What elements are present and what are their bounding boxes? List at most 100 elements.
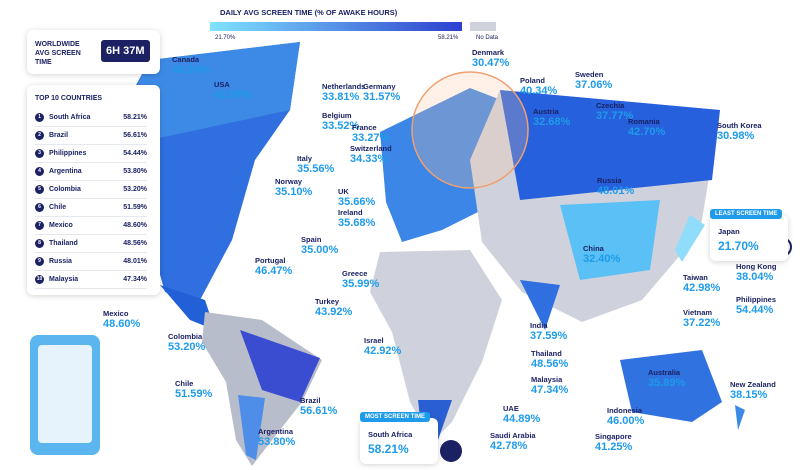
country-value: 48.60% bbox=[103, 318, 141, 330]
legend-no-data-label: No Data bbox=[476, 35, 499, 41]
country-value: 32.40% bbox=[583, 253, 621, 265]
country-label: Czechia 37.77% bbox=[596, 101, 633, 122]
country-value: 42.58% bbox=[214, 89, 252, 101]
country-name: Austria bbox=[533, 107, 559, 116]
country-label: UAE 44.89% bbox=[503, 404, 540, 425]
country-label: Italy 35.56% bbox=[297, 154, 334, 175]
country-label: Vietnam 37.22% bbox=[683, 308, 720, 329]
top-countries-panel: TOP 10 COUNTRIES 1 South Africa 58.21% 2 Bra… bbox=[27, 85, 160, 295]
country-name: Switzerland bbox=[350, 144, 392, 153]
stopwatch-icon bbox=[440, 440, 462, 462]
country-value: 47.34% bbox=[123, 276, 147, 283]
country-name: Canada bbox=[172, 55, 200, 64]
country-value: 35.68% bbox=[338, 217, 376, 229]
country-value: 37.59% bbox=[530, 330, 568, 342]
country-value: 42.98% bbox=[683, 282, 721, 294]
country-label: Israel 42.92% bbox=[364, 336, 401, 357]
top-country-row: 10 Malaysia 47.34% bbox=[35, 272, 147, 289]
callout-heading: MOST SCREEN TIME bbox=[360, 412, 431, 422]
country-label: Brazil 56.61% bbox=[300, 396, 337, 417]
country-label: France 33.27% bbox=[352, 123, 389, 144]
country-name: Philippines bbox=[736, 295, 777, 304]
country-name: Singapore bbox=[595, 432, 632, 441]
rank-badge: 5 bbox=[35, 185, 44, 194]
country-name: Brazil bbox=[300, 396, 321, 405]
worldwide-label: WORLDWIDE AVG SCREEN TIME bbox=[35, 41, 81, 66]
country-value: 53.80% bbox=[258, 436, 296, 448]
africa bbox=[370, 250, 502, 442]
country-value: 51.59% bbox=[175, 388, 213, 400]
callout-box: LEAST SCREEN TIME Japan 21.70% bbox=[710, 209, 788, 261]
country-value: 54.44% bbox=[123, 150, 147, 157]
country-label: Greece 35.99% bbox=[342, 269, 379, 290]
china-shape bbox=[560, 200, 660, 280]
top-country-row: 3 Philippines 54.44% bbox=[35, 146, 147, 163]
country-name: UK bbox=[338, 187, 349, 196]
country-name: Vietnam bbox=[683, 308, 713, 317]
country-value: 40.34% bbox=[520, 85, 558, 97]
country-name: USA bbox=[214, 80, 230, 89]
country-label: Mexico 48.60% bbox=[103, 309, 140, 330]
country-name: China bbox=[583, 244, 604, 253]
country-name: Japan bbox=[718, 227, 740, 236]
country-value: 48.56% bbox=[531, 358, 569, 370]
country-value: 40.24% bbox=[172, 64, 210, 76]
rank-badge: 8 bbox=[35, 239, 44, 248]
country-name: Taiwan bbox=[683, 273, 708, 282]
country-name: France bbox=[352, 123, 377, 132]
mexico-shape bbox=[160, 285, 215, 330]
country-value: 33.27% bbox=[352, 132, 390, 144]
country-name: South Africa bbox=[368, 430, 413, 439]
country-label: Australia 35.89% bbox=[648, 368, 685, 389]
country-name: Indonesia bbox=[607, 406, 643, 415]
top-country-row: 2 Brazil 56.61% bbox=[35, 128, 147, 145]
country-label: Hong Kong 38.04% bbox=[736, 262, 776, 283]
country-value: 43.92% bbox=[315, 306, 353, 318]
country-name: Colombia bbox=[49, 186, 81, 193]
callout-heading: LEAST SCREEN TIME bbox=[710, 209, 783, 219]
top-country-row: 7 Mexico 48.60% bbox=[35, 218, 147, 235]
worldwide-value: 6H 37M bbox=[101, 40, 150, 62]
canada-shape bbox=[125, 42, 300, 140]
country-name: Chile bbox=[49, 204, 67, 211]
country-name: Ireland bbox=[338, 208, 363, 217]
country-label: Norway 35.10% bbox=[275, 177, 312, 198]
country-name: Australia bbox=[648, 368, 681, 377]
japan-shape bbox=[675, 215, 705, 262]
legend-min: 21.70% bbox=[215, 35, 236, 41]
rank-badge: 1 bbox=[35, 113, 44, 122]
country-label: China 32.40% bbox=[583, 244, 620, 265]
country-value: 41.25% bbox=[595, 441, 633, 453]
country-name: Spain bbox=[301, 235, 322, 244]
country-label: Austria 32.68% bbox=[533, 107, 570, 128]
country-label: Denmark 30.47% bbox=[472, 48, 509, 69]
country-value: 21.70% bbox=[718, 239, 759, 253]
country-value: 33.81% bbox=[322, 91, 360, 103]
country-label: UK 35.66% bbox=[338, 187, 375, 208]
country-label: Ireland 35.68% bbox=[338, 208, 375, 229]
country-value: 35.89% bbox=[648, 377, 686, 389]
country-value: 35.66% bbox=[338, 196, 376, 208]
country-name: South Korea bbox=[717, 121, 762, 130]
country-value: 47.34% bbox=[531, 384, 569, 396]
country-name: Sweden bbox=[575, 70, 604, 79]
country-name: Czechia bbox=[596, 101, 625, 110]
rank-badge: 9 bbox=[35, 257, 44, 266]
europe-highlight bbox=[411, 71, 529, 189]
country-value: 56.61% bbox=[123, 132, 147, 139]
country-value: 46.47% bbox=[255, 265, 293, 277]
phone-screen bbox=[38, 345, 92, 443]
rank-badge: 2 bbox=[35, 131, 44, 140]
legend-max: 58.21% bbox=[438, 35, 459, 41]
country-value: 48.01% bbox=[123, 258, 147, 265]
country-label: Germany 31.57% bbox=[363, 82, 400, 103]
country-name: Denmark bbox=[472, 48, 505, 57]
country-name: Turkey bbox=[315, 297, 340, 306]
country-label: Indonesia 46.00% bbox=[607, 406, 644, 427]
country-label: India 37.59% bbox=[530, 321, 567, 342]
legend-no-data bbox=[470, 22, 496, 31]
country-label: Taiwan 42.98% bbox=[683, 273, 720, 294]
country-label: Russia 48.01% bbox=[597, 176, 634, 197]
new-zealand-shape bbox=[735, 405, 745, 430]
country-label: Argentina 53.80% bbox=[258, 427, 295, 448]
